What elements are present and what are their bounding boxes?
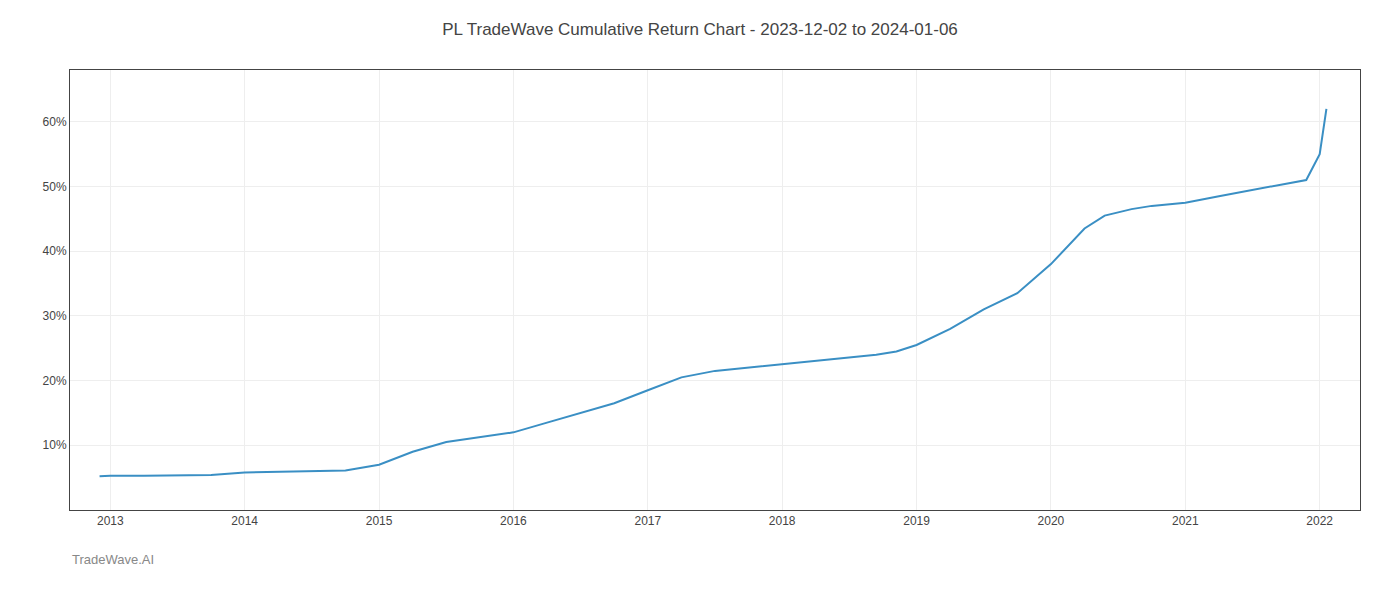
svg-text:PL TradeWave Cumulative Return: PL TradeWave Cumulative Return Chart - 2… (442, 20, 958, 39)
svg-text:30%: 30% (43, 309, 67, 323)
svg-text:TradeWave.AI: TradeWave.AI (72, 552, 154, 567)
svg-text:40%: 40% (43, 244, 67, 258)
svg-text:50%: 50% (43, 180, 67, 194)
svg-text:2015: 2015 (366, 514, 393, 528)
svg-text:2014: 2014 (231, 514, 258, 528)
svg-text:2018: 2018 (769, 514, 796, 528)
svg-text:10%: 10% (43, 438, 67, 452)
svg-text:2013: 2013 (97, 514, 124, 528)
svg-text:2021: 2021 (1172, 514, 1199, 528)
svg-text:2017: 2017 (634, 514, 661, 528)
svg-text:60%: 60% (43, 115, 67, 129)
svg-text:2020: 2020 (1038, 514, 1065, 528)
svg-text:2019: 2019 (903, 514, 930, 528)
svg-text:2022: 2022 (1306, 514, 1333, 528)
svg-text:2016: 2016 (500, 514, 527, 528)
svg-text:20%: 20% (43, 374, 67, 388)
